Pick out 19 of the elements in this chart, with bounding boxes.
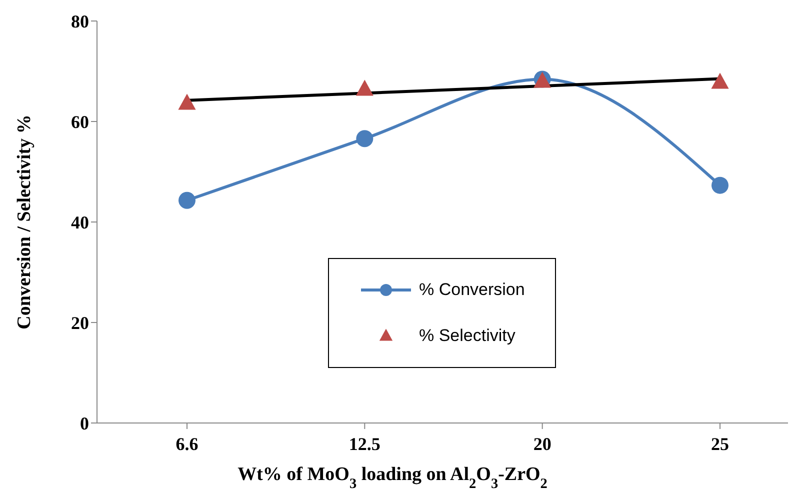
y-tick-label: 80 — [71, 11, 89, 32]
x-tick-label: 25 — [711, 434, 729, 454]
point — [712, 176, 728, 194]
y-tick-label: 60 — [71, 112, 89, 132]
y-tick-label: 20 — [71, 312, 89, 333]
x-axis-title: Wt% of MoO$_{3}$ loading on Al$_{2}$O$_{3}$-ZrO$_{2}$ — [238, 464, 548, 492]
point — [178, 192, 196, 209]
point — [178, 94, 196, 110]
x-tick-label: 20 — [533, 434, 552, 454]
y-tick-label: 0 — [80, 413, 89, 434]
point — [711, 72, 729, 89]
legend-label: % Selectivity — [419, 326, 516, 346]
point — [356, 80, 374, 96]
legend-label: % Conversion — [419, 280, 525, 300]
y-tick-label: 40 — [71, 212, 89, 232]
y-axis-title: Conversion / Selectivity % — [14, 114, 35, 330]
point — [356, 130, 374, 148]
x-tick-label: 12.5 — [348, 434, 380, 454]
x-tick-label: 6.6 — [176, 434, 198, 454]
